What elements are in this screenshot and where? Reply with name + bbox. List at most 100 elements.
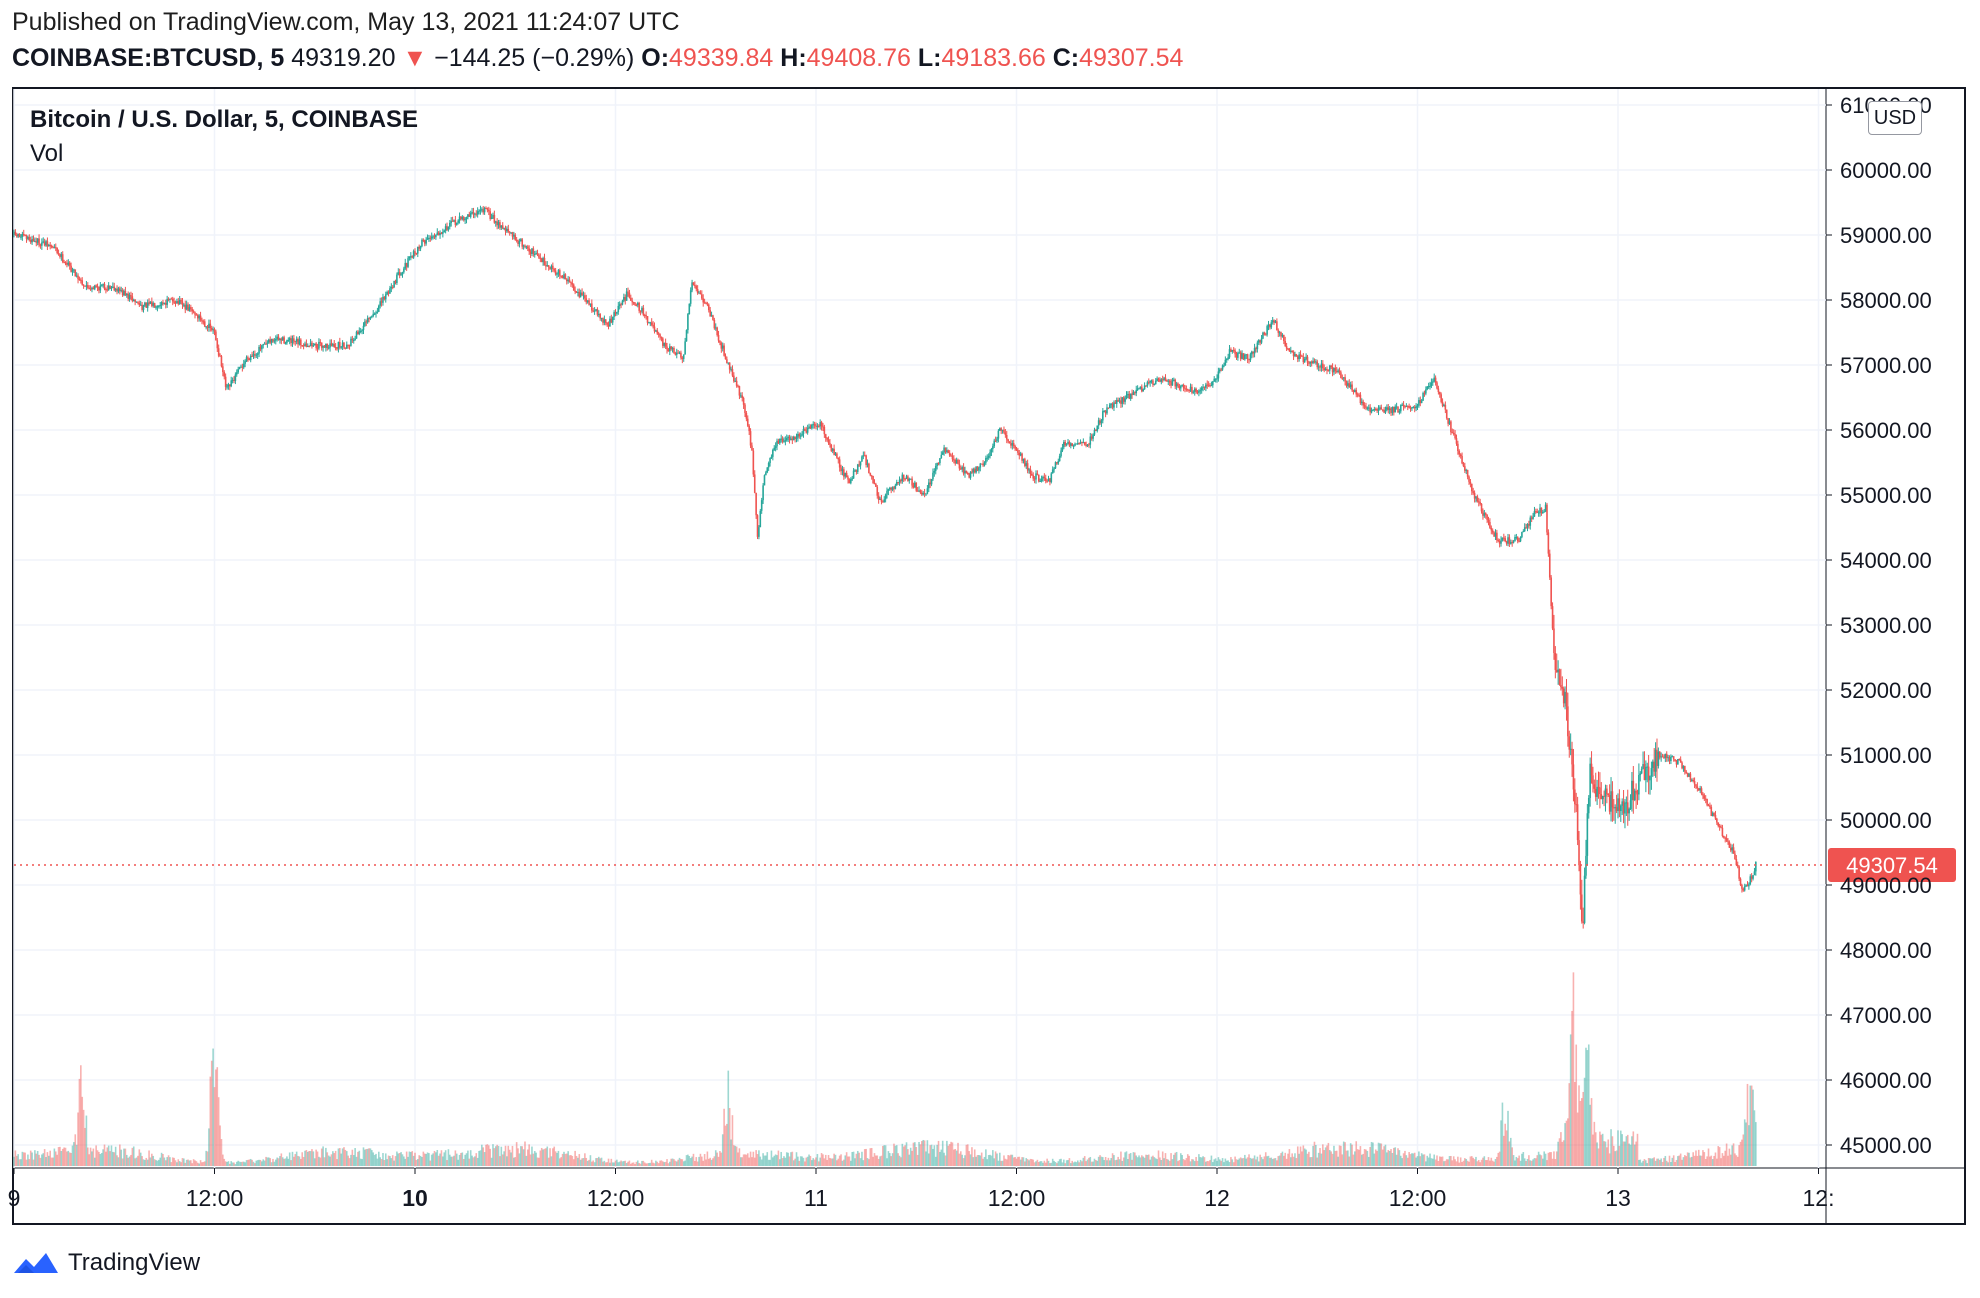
candle-body xyxy=(1366,407,1369,409)
volume-bar xyxy=(25,1159,28,1166)
volume-bar xyxy=(20,1159,22,1166)
volume-bar xyxy=(1434,1159,1437,1166)
candle-body xyxy=(535,253,537,255)
volume-bar xyxy=(454,1150,457,1166)
volume-bar xyxy=(634,1164,636,1166)
volume-bar xyxy=(915,1147,918,1166)
candle-body xyxy=(1699,788,1701,791)
candle-body xyxy=(1302,356,1305,363)
volume-bar xyxy=(1613,1145,1615,1166)
volume-bar xyxy=(347,1155,349,1166)
candle-body xyxy=(330,343,333,346)
chart-frame[interactable] xyxy=(12,87,1966,1225)
volume-bar xyxy=(1295,1158,1298,1166)
ohlc-bar: COINBASE:BTCUSD, 5 49319.20 ▼ −144.25 (−… xyxy=(12,44,1183,73)
volume-bar xyxy=(315,1149,317,1166)
candle-body xyxy=(351,338,354,341)
candle-body xyxy=(1429,386,1431,388)
candle-body xyxy=(492,214,494,218)
candle-body xyxy=(414,251,416,254)
volume-bar xyxy=(794,1158,796,1166)
volume-bar xyxy=(230,1161,233,1166)
volume-bar xyxy=(1457,1156,1459,1166)
tradingview-brand[interactable]: TradingView xyxy=(12,1246,200,1280)
candle-body xyxy=(550,265,553,269)
volume-bar xyxy=(1530,1160,1533,1166)
candle-body xyxy=(1557,669,1559,673)
candle-body xyxy=(224,376,227,387)
volume-bar xyxy=(1182,1159,1185,1166)
volume-bar xyxy=(1586,1050,1589,1166)
candle-body xyxy=(547,265,550,268)
candle-body xyxy=(112,286,114,288)
candle-body xyxy=(1056,462,1058,464)
volume-bar xyxy=(176,1162,178,1166)
candle-body xyxy=(1480,503,1483,512)
volume-bar xyxy=(1594,1132,1597,1166)
volume-bar xyxy=(1192,1159,1195,1166)
candle-body xyxy=(634,302,636,306)
candle-body xyxy=(1432,381,1434,383)
volume-bar xyxy=(365,1149,368,1166)
volume-bar xyxy=(1466,1160,1469,1166)
candle-body xyxy=(1611,791,1614,808)
candle-body xyxy=(1182,384,1185,389)
candle-body xyxy=(1710,806,1713,816)
candle-body xyxy=(1328,365,1331,371)
volume-bar xyxy=(1738,1145,1740,1166)
candle-body xyxy=(1174,379,1177,387)
candle-body xyxy=(266,342,269,344)
candle-body xyxy=(944,447,947,453)
volume-bar xyxy=(707,1158,710,1166)
price-tick-label: 53000.00 xyxy=(1840,613,1932,638)
candle-body xyxy=(1425,389,1427,394)
volume-bar xyxy=(1519,1160,1522,1166)
volume-bar xyxy=(503,1151,505,1166)
candle-body xyxy=(1738,866,1740,879)
candle-body xyxy=(337,342,340,349)
candle-body xyxy=(279,338,281,341)
volume-bar xyxy=(1461,1162,1463,1166)
candle-body xyxy=(465,217,468,220)
volume-bar xyxy=(1416,1156,1419,1166)
candle-body xyxy=(1213,378,1216,382)
volume-bar xyxy=(1367,1156,1370,1166)
candle-body xyxy=(1241,353,1243,359)
candle-body xyxy=(1497,540,1500,542)
volume-bar xyxy=(359,1158,362,1166)
candle-body xyxy=(1713,813,1715,815)
volume-bar xyxy=(1477,1160,1480,1166)
candle-body xyxy=(1102,411,1104,421)
volume-bar xyxy=(811,1160,813,1166)
volume-bar xyxy=(1199,1157,1202,1166)
candle-body xyxy=(1076,443,1079,445)
volume-bar xyxy=(109,1151,111,1166)
volume-bar xyxy=(876,1155,879,1166)
currency-button[interactable]: USD xyxy=(1868,101,1922,135)
volume-bar xyxy=(422,1151,425,1166)
volume-bar xyxy=(1264,1152,1267,1166)
volume-bar xyxy=(929,1145,931,1166)
candle-body xyxy=(987,456,990,458)
volume-bar xyxy=(1486,1160,1488,1166)
candle-body xyxy=(883,499,886,503)
candle-body xyxy=(1351,384,1353,391)
volume-bar xyxy=(740,1157,742,1166)
volume-bar xyxy=(652,1162,654,1166)
candle-body xyxy=(921,492,923,495)
volume-bar xyxy=(396,1151,398,1166)
candle-body xyxy=(1232,349,1235,351)
volume-bar xyxy=(806,1156,809,1166)
candle-body xyxy=(1001,429,1004,431)
candle-body xyxy=(929,482,931,485)
candle-body xyxy=(1465,469,1468,471)
volume-bar xyxy=(187,1159,189,1166)
candle-body xyxy=(1585,855,1587,876)
volume-bar xyxy=(1604,1141,1607,1166)
volume-bar xyxy=(748,1157,750,1166)
volume-bar xyxy=(1102,1157,1104,1166)
volume-bar xyxy=(194,1160,196,1166)
candle-body xyxy=(1438,392,1441,395)
volume-bar xyxy=(1366,1150,1369,1166)
